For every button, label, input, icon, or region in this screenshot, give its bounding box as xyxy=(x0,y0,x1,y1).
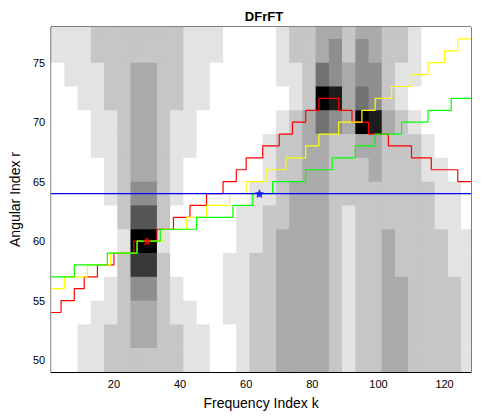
svg-text:100: 100 xyxy=(369,378,387,390)
svg-text:40: 40 xyxy=(174,378,186,390)
svg-text:80: 80 xyxy=(306,378,318,390)
svg-text:20: 20 xyxy=(108,378,120,390)
svg-text:65: 65 xyxy=(33,176,45,188)
svg-text:DFrFT: DFrFT xyxy=(245,9,283,24)
svg-text:120: 120 xyxy=(435,378,453,390)
svg-text:70: 70 xyxy=(33,116,45,128)
svg-text:Frequency Index k: Frequency Index k xyxy=(203,395,319,411)
svg-text:75: 75 xyxy=(33,57,45,69)
svg-text:60: 60 xyxy=(33,235,45,247)
svg-text:60: 60 xyxy=(240,378,252,390)
svg-text:50: 50 xyxy=(33,354,45,366)
svg-text:55: 55 xyxy=(33,295,45,307)
svg-text:Angular Index r: Angular Index r xyxy=(7,152,23,247)
